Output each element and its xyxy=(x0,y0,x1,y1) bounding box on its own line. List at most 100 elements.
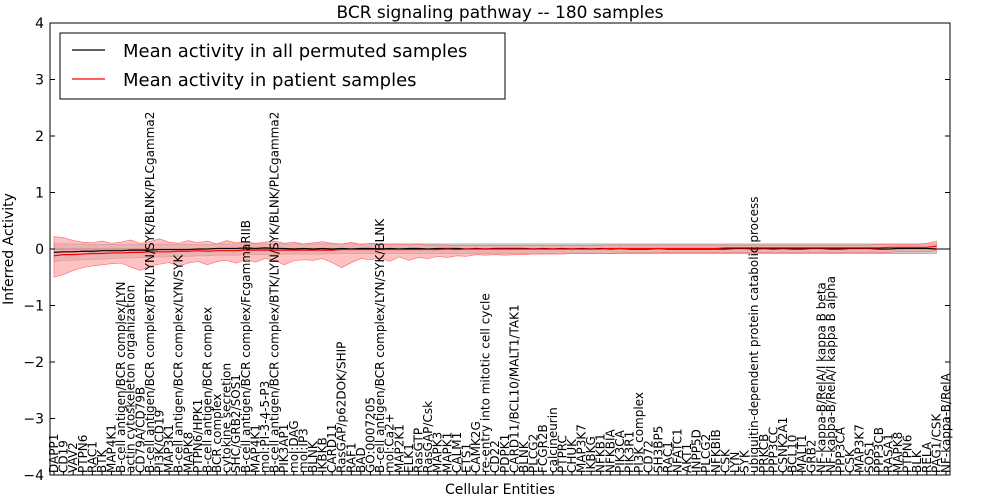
legend-label-patient: Mean activity in patient samples xyxy=(123,70,417,91)
x-tick-label: calcineurin xyxy=(546,407,560,473)
plot-area xyxy=(50,236,950,278)
x-tick-label: GO:0007205 xyxy=(364,397,378,473)
band-patient xyxy=(53,236,937,278)
x-tick-label: MAP4K1 xyxy=(105,424,119,473)
x-tick-label: B-cell antigen/BCR complex/BTK/LYN/SYK/B… xyxy=(143,112,157,473)
x-tick-label: RASA1 xyxy=(881,433,895,473)
x-tick-label: PPP3CB xyxy=(872,427,886,473)
x-tick-label: PTPRC xyxy=(555,435,569,473)
x-tick-label: MAP3K7 xyxy=(853,424,867,473)
y-tick-label: −4 xyxy=(23,468,44,484)
x-tick-label: SH3BP5 xyxy=(651,426,665,473)
x-tick-label: B-cell antigen/BCR complex xyxy=(200,307,214,473)
x-tick-label: SOS1 xyxy=(862,441,876,473)
x-tick-label: NFKBIB xyxy=(709,429,723,473)
x-tick-label: PI3K/CD19 xyxy=(153,410,167,473)
x-tick-label: SYK xyxy=(738,449,752,473)
chart-title: BCR signaling pathway -- 180 samples xyxy=(336,3,663,23)
x-tick-label: mol:PI-3-4-5-P3 xyxy=(258,381,272,473)
x-tick-label: CSK xyxy=(843,448,857,473)
x-tick-label: NFKBIA xyxy=(603,428,617,473)
x-tick-label: FCGR2B xyxy=(536,424,550,473)
x-axis-label: Cellular Entities xyxy=(445,482,555,498)
y-tick-label: 2 xyxy=(35,129,44,145)
y-tick-label: 3 xyxy=(35,73,44,89)
x-tick-label: NFATC1 xyxy=(670,428,684,473)
x-tick-label: actin cytoskeleton organization xyxy=(124,285,138,473)
x-tick-label: MAPK8 xyxy=(891,432,905,473)
x-tick-label: PI3K complex xyxy=(632,392,646,473)
x-tick-label: BLNK xyxy=(306,440,320,473)
x-tick-label: MALT1 xyxy=(795,434,809,473)
x-tick-label: re-entry into mitotic cell cycle xyxy=(479,293,493,473)
x-tick-label: PIK3AP1 xyxy=(277,424,291,473)
x-tick-label: MAPK1 xyxy=(440,432,454,473)
x-tick-label: PRKCB xyxy=(757,434,771,473)
x-tick-label: PTPN6/HPK1 xyxy=(191,399,205,473)
x-tick-label: SHC/GRB2/SOS1 xyxy=(229,374,243,473)
x-tick-label: BCR complex xyxy=(210,394,224,473)
x-tick-label: PDPK1 xyxy=(498,434,512,473)
x-tick-label: RAC1 xyxy=(661,441,675,473)
x-tick-label: DAPP1 xyxy=(47,434,61,473)
x-tick-label: NF-kappa-B/RelA/I kappa B alpha xyxy=(824,276,838,473)
legend-label-permuted: Mean activity in all permuted samples xyxy=(123,41,467,62)
y-tick-label: −1 xyxy=(23,299,44,315)
x-tick-label: PLCG2 xyxy=(699,434,713,473)
x-tick-label: CD72 xyxy=(642,440,656,473)
x-tick-label: MAPK3 xyxy=(431,432,445,473)
x-tick-label: ELK1 xyxy=(402,443,416,473)
x-tick-label: PLCG2 xyxy=(527,434,541,473)
x-tick-label: IKBKG xyxy=(584,436,598,473)
x-tick-label: BLK xyxy=(910,449,924,473)
x-tick-label: VAV2 xyxy=(66,442,80,473)
x-tick-label: ETS1 xyxy=(459,443,473,473)
x-tick-label: MAP4K1 xyxy=(248,424,262,473)
x-tick-label: BCL10 xyxy=(786,435,800,473)
x-tick-label: PTPN6 xyxy=(901,435,915,473)
x-tick-label: CARD11/BCL10/MALT1/TAK1 xyxy=(507,304,521,473)
x-tick-label: RasGTP xyxy=(411,428,425,473)
x-tick-label: RELA xyxy=(920,441,934,473)
x-tick-label: PIK3CA xyxy=(613,429,627,473)
x-tick-label: B-cell antigen/BCR complex/LYN/SYK xyxy=(172,253,186,473)
x-tick-label: INPP5D xyxy=(690,429,704,473)
x-tick-label: PAG1/CSK xyxy=(929,413,943,473)
x-tick-label: CALM1 xyxy=(450,432,464,473)
x-tick-label: PTPN6 xyxy=(76,435,90,473)
x-tick-label: NFKB1 xyxy=(594,433,608,473)
x-tick-label: AKT1 xyxy=(680,443,694,473)
x-tick-label: NF-kappa-B/RelA xyxy=(939,372,953,473)
x-tick-label: BAD xyxy=(354,447,368,473)
x-tick-label: MAP3K7 xyxy=(575,424,589,473)
x-tick-label: B-cell antigen/BCR complex/BTK/LYN/SYK/B… xyxy=(268,112,282,473)
y-tick-label: 1 xyxy=(35,186,44,202)
y-tick-label: −3 xyxy=(23,412,44,428)
x-tick-label: mol:DAG xyxy=(287,420,301,473)
legend: Mean activity in all permuted samples Me… xyxy=(59,32,506,100)
y-tick-label: −2 xyxy=(23,355,44,371)
x-tick-label: RasGAP/p62DOK/SHIP xyxy=(335,342,349,473)
x-tick-label: RAF1 xyxy=(344,442,358,473)
series-line-patient xyxy=(53,245,937,257)
y-tick-label: 4 xyxy=(35,16,44,32)
x-tick-label: MAP2K1 xyxy=(392,424,406,473)
x-tick-label: CSNK2A1 xyxy=(776,417,790,473)
y-axis-label: Inferred Activity xyxy=(1,193,17,305)
x-tick-label: CD79A/CD79B xyxy=(133,387,147,473)
x-tick-label: MAP3K1 xyxy=(162,424,176,473)
x-tick-label: RasGAP/Csk xyxy=(421,401,435,473)
x-tick-label: CD19 xyxy=(57,440,71,473)
y-tick-label: 0 xyxy=(35,242,44,258)
x-tick-label: BLNK xyxy=(517,440,531,473)
x-tick-label: CSK xyxy=(718,448,732,473)
legend-box xyxy=(59,32,506,100)
x-tick-label: CHUK xyxy=(565,438,579,473)
x-tick-label: IKBKB xyxy=(316,437,330,473)
x-tick-label: LYN xyxy=(728,452,742,473)
x-tick-label: ubiquitin-dependent protein catabolic pr… xyxy=(747,197,761,473)
x-tick-label: GRB2 xyxy=(805,439,819,473)
x-tick-label: B-cell antigen/BCR complex/FcgammaRIIB xyxy=(239,220,253,473)
